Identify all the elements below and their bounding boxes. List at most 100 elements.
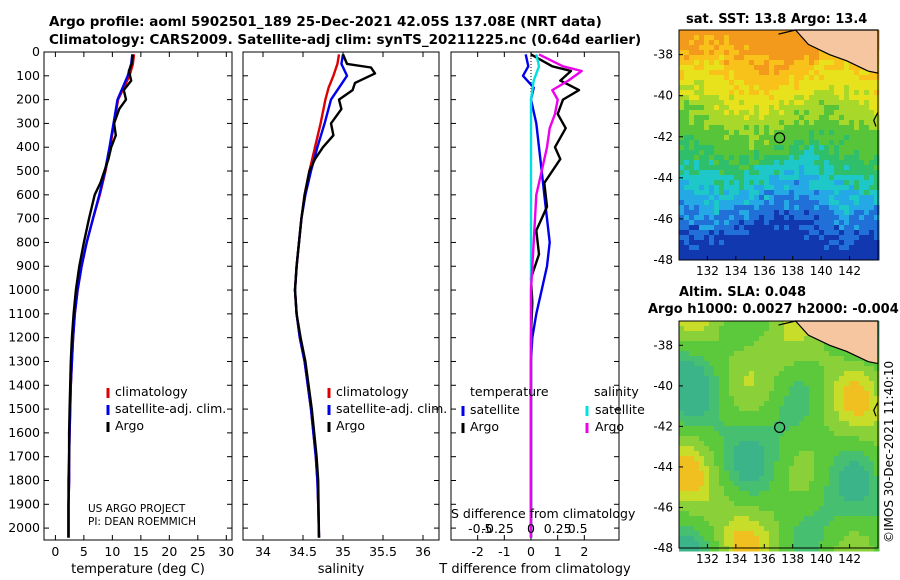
heatmap-cell (844, 486, 850, 492)
heatmap-cell (844, 401, 850, 407)
heatmap-cell (804, 120, 810, 126)
heatmap-cell (689, 95, 695, 101)
heatmap-cell (774, 461, 780, 467)
heatmap-cell (689, 150, 695, 156)
heatmap-cell (874, 456, 880, 462)
heatmap-cell (779, 396, 785, 402)
heatmap-cell (729, 185, 735, 191)
heatmap-cell (699, 85, 705, 91)
heatmap-cell (699, 245, 705, 251)
heatmap-cell (704, 95, 710, 101)
heatmap-cell (839, 351, 845, 357)
heatmap-cell (749, 205, 755, 211)
heatmap-cell (819, 466, 825, 472)
heatmap-cell (779, 255, 785, 261)
heatmap-cell (714, 481, 720, 487)
heatmap-cell (779, 75, 785, 81)
heatmap-cell (764, 416, 770, 422)
heatmap-cell (689, 396, 695, 402)
heatmap-cell (784, 426, 790, 432)
heatmap-cell (739, 65, 745, 71)
heatmap-cell (734, 175, 740, 181)
heatmap-cell (684, 40, 690, 46)
heatmap-cell (684, 120, 690, 126)
heatmap-cell (844, 356, 850, 362)
heatmap-cell (839, 356, 845, 362)
heatmap-cell (874, 366, 880, 372)
heatmap-cell (734, 416, 740, 422)
heatmap-cell (759, 506, 765, 512)
heatmap-cell (874, 110, 880, 116)
heatmap-cell (789, 471, 795, 477)
heatmap-cell (804, 531, 810, 537)
heatmap-cell (709, 416, 715, 422)
heatmap-cell (834, 496, 840, 502)
heatmap-cell (834, 386, 840, 392)
heatmap-cell (874, 521, 880, 527)
heatmap-cell (794, 516, 800, 522)
heatmap-cell (699, 526, 705, 532)
heatmap-cell (864, 411, 870, 417)
heatmap-cell (714, 70, 720, 76)
heatmap-cell (684, 100, 690, 106)
heatmap-cell (739, 210, 745, 216)
heatmap-cell (719, 441, 725, 447)
heatmap-cell (744, 195, 750, 201)
heatmap-cell (709, 215, 715, 221)
heatmap-cell (844, 205, 850, 211)
heatmap-cell (804, 451, 810, 457)
heatmap-cell (704, 401, 710, 407)
heatmap-cell (834, 371, 840, 377)
heatmap-cell (699, 516, 705, 522)
heatmap-cell (754, 396, 760, 402)
heatmap-cell (719, 170, 725, 176)
heatmap-cell (809, 446, 815, 452)
heatmap-cell (804, 95, 810, 101)
heatmap-cell (724, 326, 730, 332)
heatmap-cell (849, 531, 855, 537)
s-tick-label: 0 (527, 521, 535, 536)
heatmap-cell (859, 441, 865, 447)
heatmap-cell (764, 145, 770, 151)
heatmap-cell (814, 441, 820, 447)
heatmap-cell (799, 396, 805, 402)
heatmap-cell (724, 50, 730, 56)
heatmap-cell (719, 255, 725, 261)
heatmap-cell (819, 140, 825, 146)
heatmap-cell (764, 40, 770, 46)
heatmap-cell (694, 541, 700, 547)
heatmap-cell (709, 451, 715, 457)
heatmap-cell (844, 461, 850, 467)
heatmap-cell (844, 416, 850, 422)
heatmap-cell (729, 240, 735, 246)
heatmap-cell (824, 511, 830, 517)
heatmap-cell (804, 225, 810, 231)
heatmap-cell (819, 65, 825, 71)
sla-map-title-line1: Altim. SLA: 0.048 (679, 285, 806, 300)
heatmap-cell (679, 220, 685, 226)
heatmap-cell (859, 175, 865, 181)
heatmap-cell (794, 30, 800, 36)
heatmap-cell (779, 456, 785, 462)
heatmap-cell (784, 210, 790, 216)
heatmap-cell (764, 100, 770, 106)
heatmap-cell (719, 130, 725, 136)
heatmap-cell (704, 55, 710, 61)
heatmap-cell (809, 391, 815, 397)
heatmap-cell (719, 230, 725, 236)
heatmap-cell (704, 185, 710, 191)
heatmap-cell (869, 75, 875, 81)
heatmap-cell (824, 541, 830, 547)
heatmap-cell (689, 496, 695, 502)
heatmap-cell (814, 135, 820, 141)
heatmap-cell (709, 426, 715, 432)
heatmap-cell (724, 416, 730, 422)
heatmap-cell (849, 526, 855, 532)
heatmap-cell (764, 200, 770, 206)
heatmap-cell (854, 215, 860, 221)
heatmap-cell (724, 95, 730, 101)
heatmap-cell (764, 105, 770, 111)
heatmap-cell (829, 501, 835, 507)
heatmap-cell (804, 496, 810, 502)
heatmap-cell (754, 120, 760, 126)
